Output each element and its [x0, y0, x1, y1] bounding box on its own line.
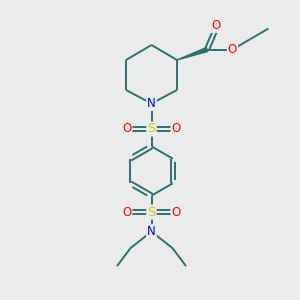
Text: O: O	[122, 122, 131, 136]
Text: N: N	[147, 225, 156, 238]
Text: N: N	[147, 97, 156, 110]
Polygon shape	[177, 47, 208, 60]
Text: O: O	[228, 43, 237, 56]
Text: O: O	[122, 206, 131, 219]
Text: O: O	[172, 122, 181, 136]
Text: S: S	[147, 206, 156, 219]
Text: S: S	[147, 122, 156, 136]
Text: O: O	[172, 206, 181, 219]
Text: O: O	[212, 19, 220, 32]
